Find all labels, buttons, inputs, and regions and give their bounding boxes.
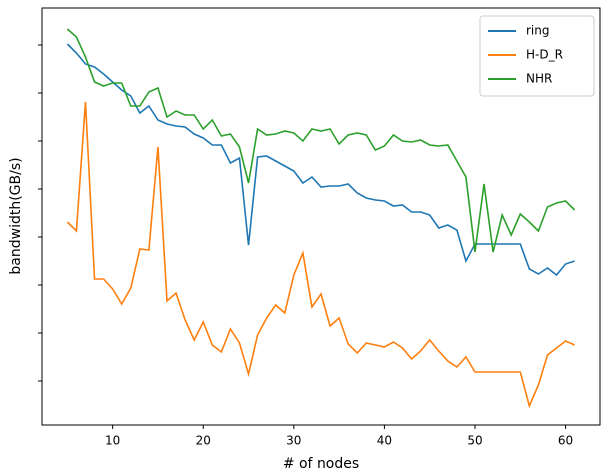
legend-box (479, 15, 595, 97)
legend-label: H-D_R (526, 48, 563, 62)
x-tick-label: 60 (558, 434, 573, 448)
x-tick-label: 30 (286, 434, 301, 448)
x-tick-label: 10 (105, 434, 120, 448)
x-axis-label: # of nodes (283, 456, 359, 472)
series-line (66, 28, 576, 253)
series-line (66, 43, 575, 277)
x-tick-label: 20 (196, 434, 211, 448)
legend-label: NHR (526, 72, 552, 86)
y-axis-label: bandwidth(GB/s) (8, 157, 24, 274)
plot-frame (41, 7, 601, 426)
x-tick-label: 50 (467, 434, 482, 448)
legend-label: ring (526, 24, 550, 38)
series-line (66, 101, 575, 409)
x-tick-label: 40 (377, 434, 392, 448)
